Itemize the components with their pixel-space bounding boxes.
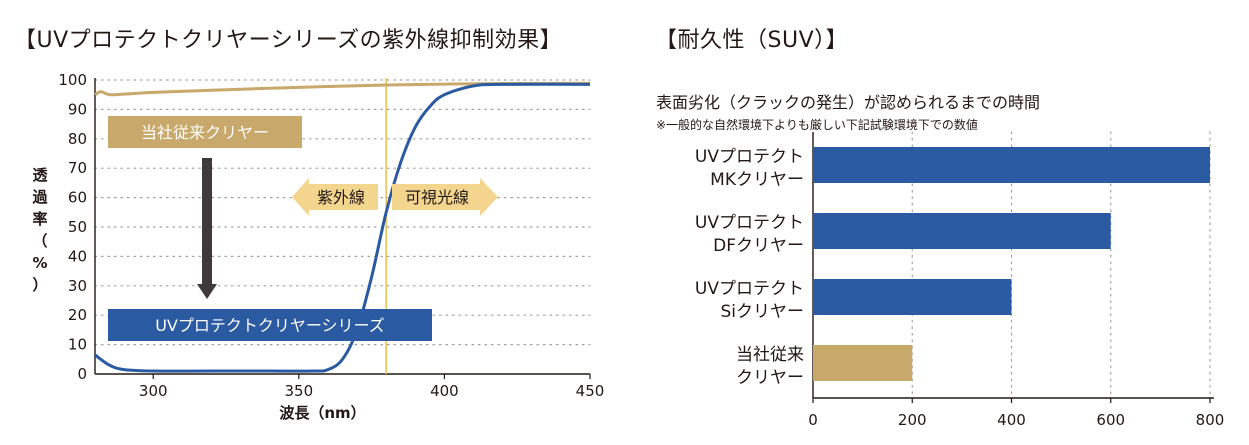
y-axis-title-char: 過	[31, 188, 48, 206]
y-tick-label: 50	[68, 218, 87, 236]
right-chart-subtitle: 表面劣化（クラックの発生）が認められるまでの時間	[656, 93, 1041, 112]
x-tick-label: 200	[898, 411, 927, 429]
visible-arrow-label: 可視光線	[405, 188, 469, 207]
legend-label-conventional: 当社従来クリヤー	[141, 123, 269, 142]
x-tick-label: 400	[997, 411, 1026, 429]
down-arrow-head	[197, 284, 217, 299]
uv-arrow	[292, 178, 378, 216]
series-line-conventional	[94, 81, 591, 97]
x-axis-title: 波長（nm）	[279, 404, 365, 422]
bar	[813, 279, 1012, 315]
x-tick-label: 0	[808, 411, 818, 429]
right-chart-note: ※一般的な自然環境下よりも厳しい下記試験環境下での数値	[656, 118, 978, 132]
x-tick-label: 800	[1196, 411, 1225, 429]
y-tick-label: 60	[68, 189, 87, 207]
left-chart-title: 【UVプロテクトクリヤーシリーズの紫外線抑制効果】	[14, 28, 563, 53]
category-label: UVプロテクト	[695, 279, 804, 299]
down-arrow-shaft	[202, 158, 212, 286]
y-tick-label: 70	[68, 159, 87, 177]
y-tick-label: 90	[68, 100, 87, 118]
bar	[813, 147, 1210, 183]
category-label: クリヤー	[736, 368, 804, 388]
x-tick-label: 350	[285, 382, 314, 400]
legend-box-uv-protect	[108, 309, 432, 341]
y-tick-label: 30	[68, 277, 87, 295]
y-axis-title-char: （	[32, 232, 47, 250]
category-label: 当社従来	[736, 345, 804, 365]
y-axis-title-char: 率	[32, 210, 47, 228]
x-tick-label: 300	[139, 382, 168, 400]
y-tick-label: 20	[68, 306, 87, 324]
y-tick-label: 10	[68, 336, 87, 354]
uv-arrow-label: 紫外線	[317, 188, 365, 207]
x-tick-label: 450	[576, 382, 605, 400]
category-label: UVプロテクト	[695, 213, 804, 233]
y-tick-label: 40	[68, 247, 87, 265]
x-tick-label: 600	[1096, 411, 1125, 429]
y-axis-title: 透過率 （% ）	[31, 166, 48, 294]
visible-arrow	[392, 178, 498, 216]
y-axis-title-char: 透	[32, 166, 48, 184]
category-label: Siクリヤー	[720, 302, 804, 322]
bar	[813, 345, 913, 381]
right-chart-title: 【耐久性（SUV）】	[655, 28, 849, 53]
category-label: MKクリヤー	[710, 170, 804, 190]
bar	[813, 213, 1111, 249]
x-tick-label: 400	[430, 382, 459, 400]
y-tick-label: 100	[58, 71, 87, 89]
category-label: DFクリヤー	[713, 236, 804, 256]
y-tick-label: 80	[68, 130, 87, 148]
legend-label-uv-protect: UVプロテクトクリヤーシリーズ	[155, 316, 385, 335]
y-tick-label: 0	[77, 365, 87, 383]
category-label: UVプロテクト	[695, 147, 804, 167]
legend-box-conventional	[108, 116, 302, 148]
y-axis-title-char: %	[32, 254, 47, 272]
y-axis-title-char: ）	[32, 276, 47, 294]
